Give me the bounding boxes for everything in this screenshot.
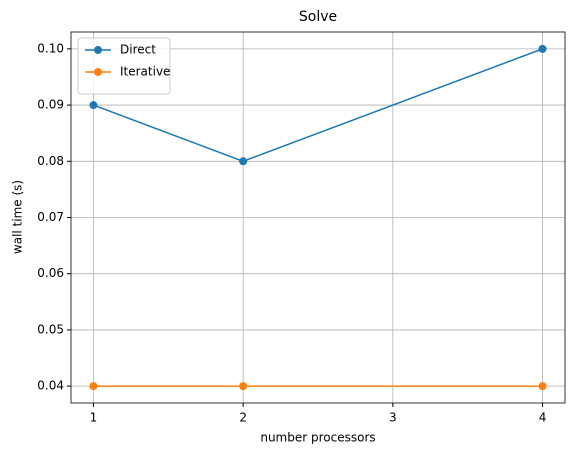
y-tick-label: 0.05 (37, 322, 64, 336)
y-axis-label: wall time (s) (11, 180, 25, 254)
x-tick-label: 4 (539, 411, 547, 425)
data-point (538, 44, 547, 53)
data-point (538, 382, 547, 391)
data-point (239, 382, 248, 391)
legend-label: Iterative (120, 65, 170, 79)
y-tick-label: 0.10 (37, 41, 64, 55)
legend-label: Direct (120, 43, 156, 57)
x-tick-label: 3 (389, 411, 397, 425)
legend-marker (94, 68, 102, 76)
x-tick-label: 2 (239, 411, 247, 425)
y-tick-label: 0.04 (37, 379, 64, 393)
x-axis-label: number processors (260, 431, 375, 445)
x-tick-label: 1 (90, 411, 98, 425)
data-point (89, 382, 98, 391)
data-point (239, 157, 248, 166)
y-tick-label: 0.09 (37, 98, 64, 112)
legend-marker (94, 46, 102, 54)
plot-frame (70, 31, 566, 404)
y-tick-label: 0.07 (37, 210, 64, 224)
data-point (89, 101, 98, 110)
y-tick-label: 0.06 (37, 266, 64, 280)
chart-title: Solve (299, 9, 337, 25)
y-tick-label: 0.08 (37, 154, 64, 168)
